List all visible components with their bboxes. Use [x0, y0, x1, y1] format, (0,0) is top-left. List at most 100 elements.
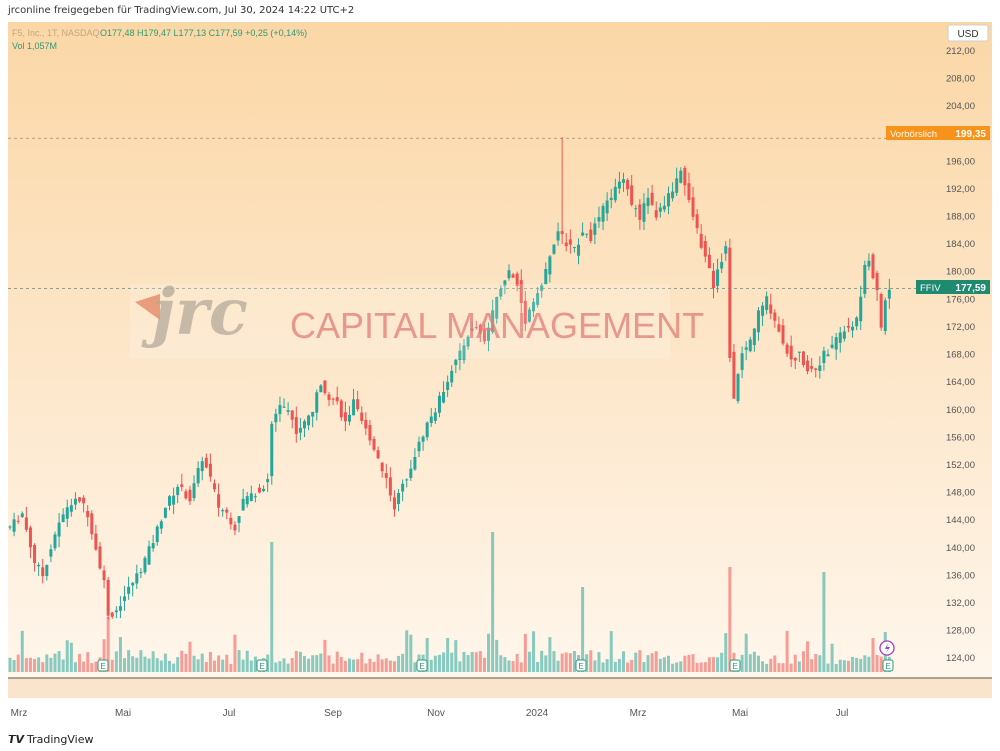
price-chart[interactable]: 124,00 128,00 132,00 136,00 140,00 144,00 148,…: [0, 22, 1000, 728]
volume-bar: [695, 662, 699, 672]
volume-bar: [666, 655, 670, 672]
candle-body: [646, 197, 650, 207]
volume-bar: [658, 658, 662, 672]
volume-bar: [515, 653, 519, 672]
candle-body: [421, 436, 425, 442]
candle-body: [626, 179, 630, 190]
candle-body: [102, 570, 106, 581]
last-price-symbol: FFIV: [920, 283, 941, 294]
candle-body: [163, 507, 167, 518]
candle-body: [544, 268, 548, 285]
candle-body: [744, 347, 748, 350]
volume-bar: [245, 650, 249, 672]
volume-bar: [151, 651, 155, 672]
volume-bar: [544, 655, 548, 672]
candle-body: [249, 493, 253, 502]
candle-body: [589, 229, 593, 241]
candle-body: [499, 288, 503, 297]
tradingview-logo[interactable]: 𝙏𝙑 TradingView: [8, 733, 94, 746]
watermark-flag-icon: [135, 294, 160, 320]
price-tick-label: 176,00: [946, 294, 975, 305]
candle-body: [740, 353, 744, 370]
candle-body: [842, 331, 846, 339]
time-tick-label: Sep: [324, 708, 342, 719]
candle-body: [548, 256, 552, 275]
candle-body: [114, 610, 118, 613]
volume-bar: [589, 650, 593, 672]
volume-bar: [90, 663, 94, 672]
candle-body: [511, 274, 515, 278]
candle-body: [172, 495, 176, 505]
candle-body: [110, 612, 114, 617]
candle-body: [630, 185, 634, 205]
candle-body: [687, 183, 691, 200]
volume-bar: [446, 637, 450, 672]
volume-bar: [511, 661, 515, 672]
volume-bar: [249, 660, 253, 672]
candle-body: [671, 191, 675, 199]
volume-bar: [626, 662, 630, 672]
volume-bar: [33, 659, 37, 672]
volume-bar: [298, 651, 302, 672]
volume-bar: [442, 652, 446, 672]
candle-body: [568, 239, 572, 245]
volume-bar: [491, 532, 495, 672]
candle-body: [8, 526, 12, 528]
candle-body: [380, 462, 384, 472]
volume-bar: [65, 640, 69, 672]
candle-body: [45, 564, 49, 576]
volume-bar: [532, 631, 536, 672]
price-levels: [8, 137, 916, 289]
candle-body: [654, 210, 658, 218]
candle-body: [552, 244, 556, 254]
volume-bar: [163, 653, 167, 672]
currency-button[interactable]: USD: [947, 24, 989, 42]
candle-body: [229, 517, 233, 525]
price-tick-label: 136,00: [946, 570, 975, 581]
volume-bar: [793, 654, 797, 672]
earnings-marker-label: E: [259, 662, 264, 671]
candle-body: [450, 370, 454, 383]
candle-body: [487, 327, 491, 341]
volume-bar: [609, 631, 613, 672]
volume-bar: [487, 633, 491, 672]
candle-body: [634, 208, 638, 210]
candle-body: [707, 254, 711, 269]
volume-bar: [499, 655, 503, 672]
volume-bar: [785, 630, 789, 672]
candle-body: [732, 351, 736, 399]
candle-body: [474, 327, 478, 329]
candle-body: [184, 491, 188, 499]
candle-body: [834, 337, 838, 350]
volume-bar: [315, 655, 319, 672]
volume-bar: [12, 660, 16, 672]
price-tick-label: 180,00: [946, 267, 975, 278]
time-tick-label: Mai: [115, 708, 131, 719]
volume-bar: [834, 663, 838, 672]
price-tick-label: 172,00: [946, 322, 975, 333]
candle-body: [495, 296, 499, 319]
candle-body: [650, 192, 654, 205]
time-axis-band: [8, 678, 992, 698]
candle-body: [601, 206, 605, 222]
price-tick-label: 196,00: [946, 156, 975, 167]
volume-bar: [642, 661, 646, 672]
volume-bar: [102, 639, 106, 672]
alert-button[interactable]: [879, 640, 895, 656]
candle-body: [241, 498, 245, 511]
volume-bar: [556, 660, 560, 672]
volume-bar: [752, 651, 756, 672]
earnings-marker-icon: [882, 659, 894, 672]
candle-body: [720, 261, 724, 269]
earnings-marker-icon: [729, 659, 741, 672]
candle-body: [343, 412, 347, 422]
price-tick-label: 192,00: [946, 184, 975, 195]
volume-bar: [274, 662, 278, 672]
candle-body: [294, 417, 298, 434]
candle-body: [797, 351, 801, 353]
candle-body: [425, 422, 429, 438]
candle-body: [887, 289, 891, 299]
plot-background: [8, 22, 992, 698]
candle-body: [98, 546, 102, 569]
